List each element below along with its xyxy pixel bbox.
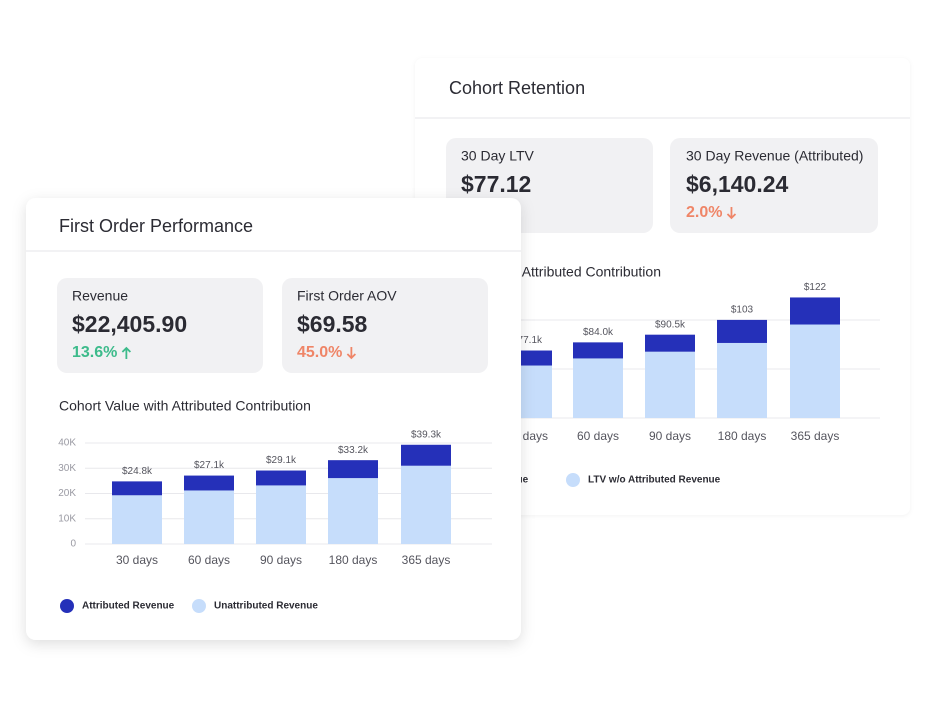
bar-total-label: $84.0k xyxy=(583,327,614,338)
x-tick-label: 180 days xyxy=(718,429,767,443)
bar-segment xyxy=(790,324,840,418)
bar-segment xyxy=(573,358,623,418)
card-title: First Order Performance xyxy=(59,216,253,236)
bar-total-label: $33.2k xyxy=(338,445,369,456)
bar-segment xyxy=(184,490,234,544)
change-arrow xyxy=(121,346,132,359)
legend-swatch xyxy=(566,473,580,487)
x-tick-label: 30 days xyxy=(116,553,158,567)
kpi-label: Revenue xyxy=(72,288,128,304)
kpi-label: First Order AOV xyxy=(297,288,397,304)
x-tick-label: 365 days xyxy=(791,429,840,443)
y-tick-label: 0 xyxy=(70,539,76,550)
bar-segment xyxy=(717,342,767,418)
bar-segment xyxy=(112,481,162,496)
x-tick-label: 180 days xyxy=(329,553,378,567)
kpi-value: $69.58 xyxy=(297,311,368,337)
card-background xyxy=(26,198,521,640)
bar-segment xyxy=(790,297,840,325)
legend-label: Unattributed Revenue xyxy=(214,601,318,612)
first-order-card: First Order Performance Revenue $22,405.90… xyxy=(26,198,521,640)
bar-segment xyxy=(645,351,695,418)
legend-swatch xyxy=(192,599,206,613)
bar-segment xyxy=(328,478,378,544)
bar-segment xyxy=(717,319,767,343)
cohort-retention-card: Cohort Retention 30 Day LTV $77.12 30 Day R… xyxy=(409,58,910,515)
kpi-change: 2.0% xyxy=(686,204,722,221)
chart-title: Cohort Value with Attributed Contributio… xyxy=(59,398,311,414)
kpi-change: 45.0% xyxy=(297,344,342,361)
y-tick-label: 10K xyxy=(58,513,76,524)
kpi-change: 13.6% xyxy=(72,344,117,361)
bar-segment xyxy=(256,470,306,486)
bar-segment xyxy=(401,465,451,544)
kpi-box xyxy=(670,138,878,233)
x-tick-label: 90 days xyxy=(649,429,691,443)
y-tick-label: 30K xyxy=(58,463,76,474)
bar-segment xyxy=(328,460,378,479)
bar-total-label: $90.5k xyxy=(655,319,686,330)
kpi-box xyxy=(57,278,263,373)
x-tick-label: 365 days xyxy=(402,553,451,567)
bar-segment xyxy=(645,334,695,352)
legend-label: Attributed Revenue xyxy=(82,601,175,612)
x-tick-label: 60 days xyxy=(188,553,230,567)
bar-segment xyxy=(184,475,234,491)
bar-segment xyxy=(573,342,623,359)
y-tick-label: 40K xyxy=(58,438,76,449)
bar-total-label: $24.8k xyxy=(122,466,153,477)
bar-total-label: $122 xyxy=(804,282,827,293)
bar-segment xyxy=(256,485,306,544)
bar-segment xyxy=(401,444,451,466)
kpi-box xyxy=(282,278,488,373)
y-tick-label: 20K xyxy=(58,488,76,499)
legend-swatch xyxy=(60,599,74,613)
x-tick-label: 60 days xyxy=(577,429,619,443)
kpi-value: $22,405.90 xyxy=(72,311,187,337)
bar-total-label: $29.1k xyxy=(266,455,297,466)
bar-segment xyxy=(112,495,162,544)
bar-total-label: $39.3k xyxy=(411,429,442,440)
kpi-value: $6,140.24 xyxy=(686,171,789,197)
kpi-label: 30 Day LTV xyxy=(461,148,535,164)
x-tick-label: 90 days xyxy=(260,553,302,567)
legend-label: LTV w/o Attributed Revenue xyxy=(588,475,721,486)
card-title: Cohort Retention xyxy=(449,78,585,98)
kpi-label: 30 Day Revenue (Attributed) xyxy=(686,148,863,164)
bar-total-label: $27.1k xyxy=(194,460,225,471)
kpi-value: $77.12 xyxy=(461,171,531,197)
change-arrow xyxy=(346,347,357,360)
change-arrow xyxy=(726,207,737,220)
bar-total-label: $77.1k xyxy=(512,335,543,346)
bar-total-label: $103 xyxy=(731,305,754,316)
